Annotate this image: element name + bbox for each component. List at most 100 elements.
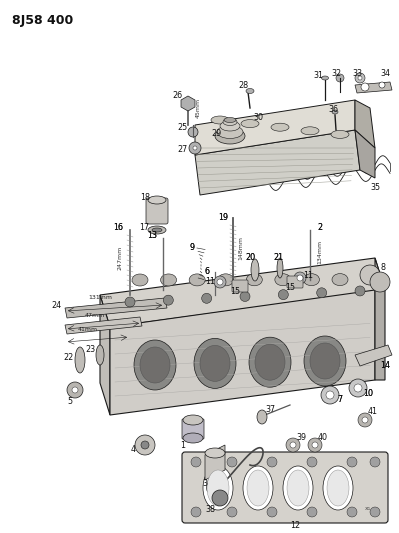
Text: 13: 13 [147, 231, 157, 240]
Text: 37: 37 [265, 406, 275, 415]
Text: 24: 24 [51, 301, 61, 310]
Text: 32: 32 [331, 69, 341, 78]
Circle shape [360, 265, 380, 285]
Ellipse shape [75, 347, 85, 373]
Ellipse shape [247, 470, 269, 506]
Circle shape [297, 275, 303, 281]
Ellipse shape [148, 196, 166, 204]
Ellipse shape [251, 259, 259, 281]
Ellipse shape [215, 128, 245, 144]
Text: 36: 36 [328, 106, 338, 115]
Ellipse shape [277, 258, 283, 278]
Ellipse shape [194, 338, 236, 389]
Circle shape [358, 76, 362, 80]
Ellipse shape [332, 273, 348, 286]
Text: 2: 2 [318, 223, 322, 232]
Ellipse shape [255, 344, 285, 380]
Text: 134mm: 134mm [318, 240, 322, 264]
Circle shape [67, 382, 83, 398]
Ellipse shape [241, 119, 259, 127]
Text: 7: 7 [338, 395, 343, 405]
Circle shape [193, 146, 197, 150]
Circle shape [308, 438, 322, 452]
Circle shape [349, 379, 367, 397]
Text: 27: 27 [178, 146, 188, 155]
Text: 6: 6 [205, 268, 209, 277]
Ellipse shape [243, 466, 273, 510]
Ellipse shape [271, 123, 289, 131]
Ellipse shape [189, 274, 205, 286]
Ellipse shape [327, 470, 349, 506]
Circle shape [294, 272, 306, 284]
Text: 22: 22 [63, 352, 73, 361]
Text: 10: 10 [363, 389, 373, 398]
Ellipse shape [148, 226, 166, 234]
Ellipse shape [246, 88, 254, 93]
Text: 35: 35 [370, 183, 380, 192]
Circle shape [290, 442, 296, 448]
Text: 34: 34 [380, 69, 390, 77]
Ellipse shape [134, 340, 176, 390]
Ellipse shape [218, 274, 234, 286]
Text: 41: 41 [368, 408, 378, 416]
Ellipse shape [152, 228, 162, 232]
Text: 3: 3 [203, 479, 207, 488]
Circle shape [212, 490, 228, 506]
Circle shape [379, 82, 385, 88]
Circle shape [358, 413, 372, 427]
Ellipse shape [183, 415, 203, 425]
Circle shape [163, 295, 173, 305]
Polygon shape [355, 100, 375, 148]
Circle shape [189, 142, 201, 154]
Polygon shape [181, 96, 195, 111]
Circle shape [240, 292, 250, 302]
Ellipse shape [132, 274, 148, 286]
Circle shape [347, 507, 357, 517]
Circle shape [361, 83, 369, 91]
Ellipse shape [331, 131, 349, 139]
Ellipse shape [224, 117, 236, 123]
Text: 21: 21 [273, 253, 283, 262]
Ellipse shape [207, 470, 229, 506]
Circle shape [312, 442, 318, 448]
Text: 11: 11 [205, 278, 215, 287]
Text: 8: 8 [381, 263, 385, 272]
FancyBboxPatch shape [146, 198, 168, 224]
Circle shape [191, 507, 201, 517]
Ellipse shape [304, 336, 346, 386]
Circle shape [370, 272, 390, 292]
Circle shape [125, 297, 135, 307]
Circle shape [72, 387, 78, 393]
Text: 28: 28 [238, 82, 248, 91]
Text: 16: 16 [113, 223, 123, 232]
Polygon shape [195, 130, 360, 195]
Text: 17: 17 [139, 223, 149, 232]
Text: 38: 38 [205, 505, 215, 514]
Polygon shape [100, 258, 385, 327]
Text: 19: 19 [218, 214, 228, 222]
Circle shape [227, 457, 237, 467]
Text: 47mm: 47mm [85, 313, 105, 318]
Text: 15: 15 [230, 287, 240, 296]
Circle shape [135, 435, 155, 455]
Polygon shape [355, 130, 375, 178]
Circle shape [217, 279, 223, 285]
Text: 41mm: 41mm [78, 327, 98, 332]
Circle shape [191, 457, 201, 467]
Ellipse shape [301, 127, 319, 135]
Circle shape [286, 438, 300, 452]
Text: 14: 14 [380, 360, 390, 369]
Ellipse shape [275, 274, 291, 286]
FancyBboxPatch shape [287, 276, 303, 288]
Ellipse shape [220, 121, 240, 131]
FancyBboxPatch shape [182, 452, 388, 523]
Polygon shape [110, 290, 375, 415]
Circle shape [370, 507, 380, 517]
Circle shape [227, 507, 237, 517]
Polygon shape [205, 445, 225, 480]
Text: 247mm: 247mm [117, 246, 122, 270]
Text: 1: 1 [180, 440, 186, 449]
Polygon shape [65, 298, 167, 318]
FancyBboxPatch shape [232, 280, 248, 292]
Polygon shape [100, 295, 110, 415]
